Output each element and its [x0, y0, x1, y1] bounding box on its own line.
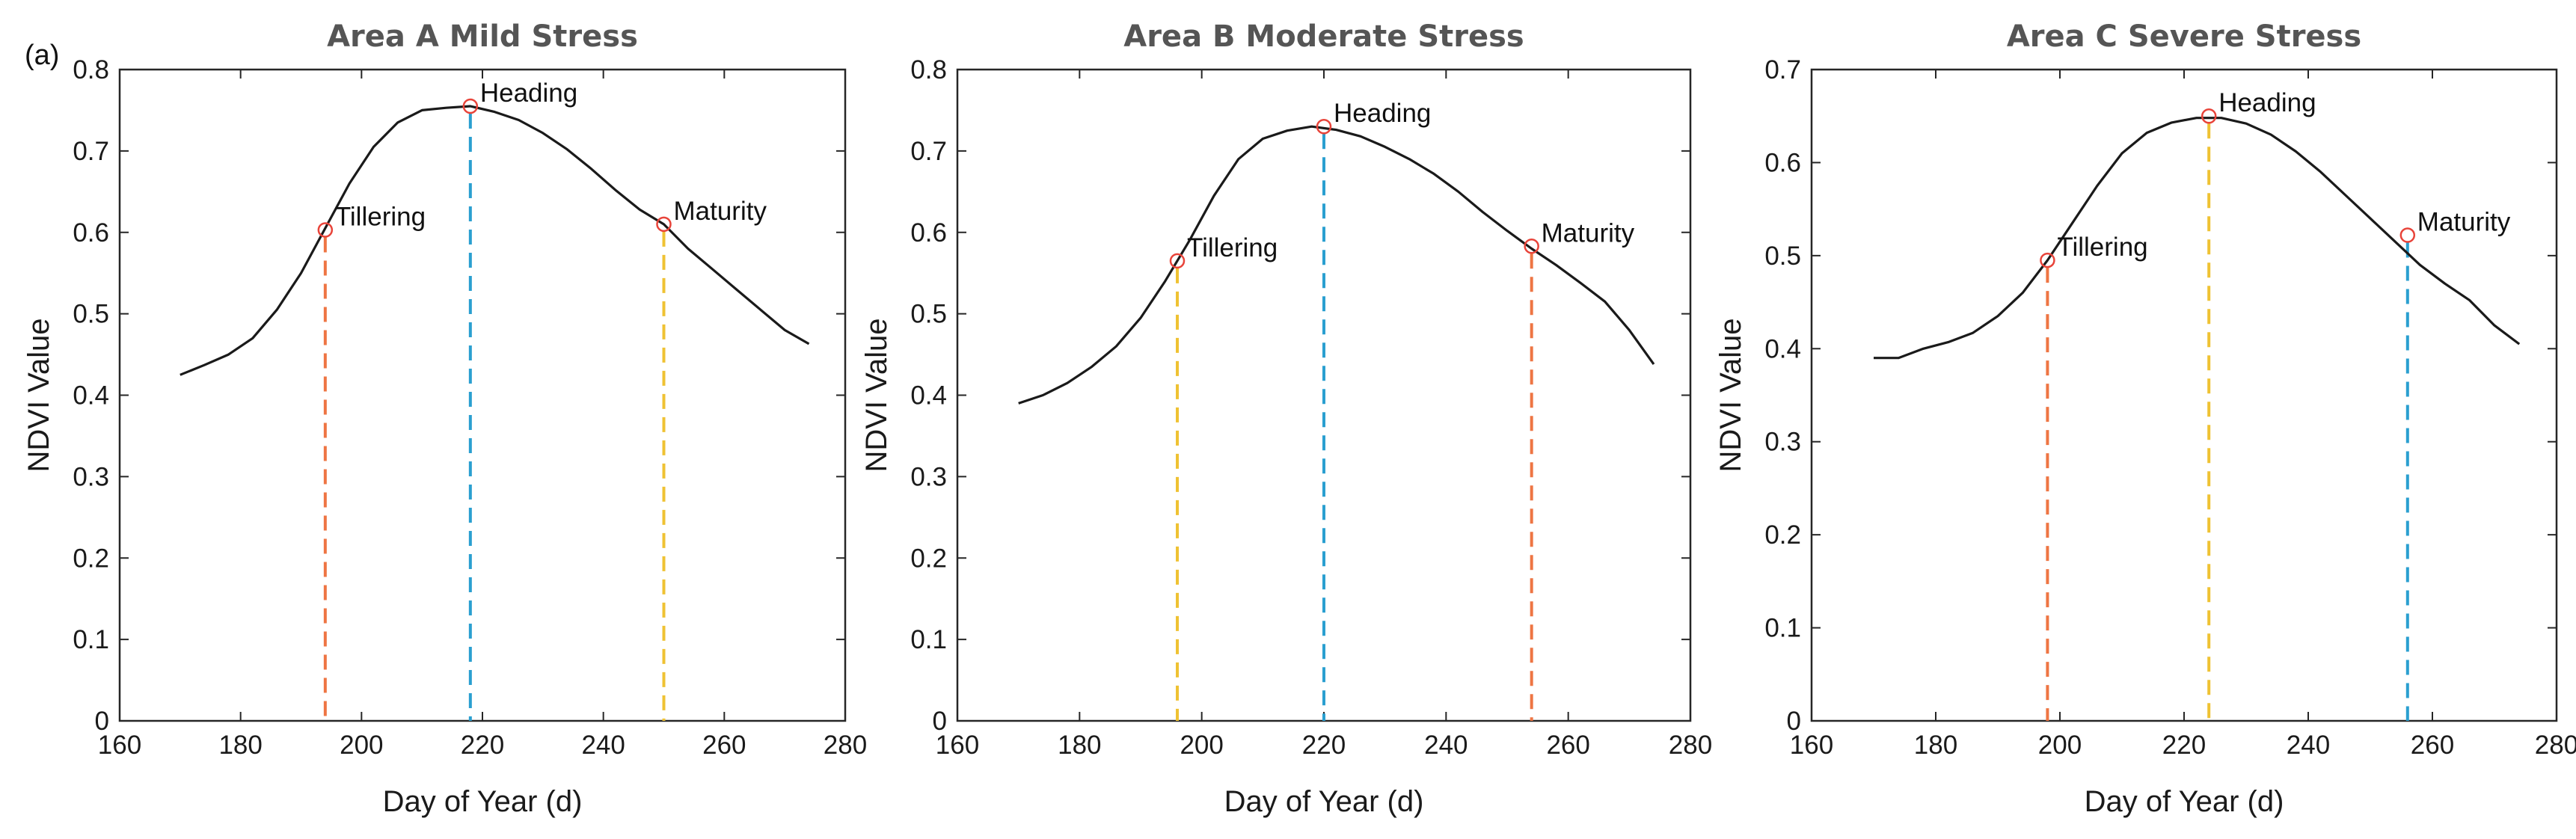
panel-label: (a) [25, 40, 59, 71]
x-tick-label: 160 [1790, 731, 1833, 760]
y-tick-label: 0.3 [73, 462, 109, 491]
x-tick-label: 160 [98, 731, 141, 760]
x-tick-label: 160 [936, 731, 979, 760]
x-tick-label: 180 [1914, 731, 1957, 760]
stage-label-tillering: Tillering [1187, 233, 1278, 262]
y-tick-label: 0.6 [910, 218, 947, 248]
y-tick-label: 0.2 [73, 544, 109, 573]
y-tick-label: 0.2 [910, 544, 947, 573]
stage-marker-heading [1316, 118, 1332, 135]
x-tick-label: 280 [1669, 731, 1712, 760]
y-tick-label: 0.1 [910, 625, 947, 654]
chart-title: Area B Moderate Stress [1123, 19, 1524, 54]
x-tick-label: 200 [1180, 731, 1223, 760]
x-axis-label: Day of Year (d) [2085, 785, 2284, 818]
y-tick-label: 0 [1787, 707, 1801, 736]
plot-frame [118, 68, 847, 722]
stage-marker-maturity [2399, 227, 2416, 243]
y-axis-label: NDVI Value [1714, 318, 1747, 472]
x-axis-label: Day of Year (d) [383, 785, 583, 818]
y-tick-label: 0 [933, 707, 947, 736]
y-tick-label: 0.4 [1764, 334, 1801, 363]
x-tick-label: 240 [581, 731, 625, 760]
y-tick-label: 0.8 [73, 55, 109, 84]
x-tick-label: 200 [2038, 731, 2082, 760]
x-tick-label: 180 [218, 731, 262, 760]
y-tick-label: 0.6 [1764, 148, 1801, 177]
x-tick-label: 260 [2411, 731, 2454, 760]
y-tick-label: 0.2 [1764, 520, 1801, 550]
y-tick-label: 0.4 [73, 381, 109, 411]
stage-label-heading: Heading [480, 79, 577, 108]
x-tick-label: 280 [824, 731, 867, 760]
x-tick-label: 260 [702, 731, 746, 760]
y-axis-label: NDVI Value [22, 318, 55, 472]
y-tick-label: 0.1 [73, 625, 109, 654]
stage-marker-tillering [2040, 252, 2055, 268]
stage-marker-maturity [656, 216, 672, 233]
x-axis-label: Day of Year (d) [1224, 785, 1424, 818]
stage-label-heading: Heading [2218, 88, 2316, 117]
chart-panel-2: Area B Moderate Stress 160 180 200 220 240 260… [860, 19, 1712, 818]
x-tick-label: 220 [2162, 731, 2206, 760]
y-axis-label: NDVI Value [860, 318, 893, 472]
y-tick-label: 0.5 [1764, 242, 1801, 271]
stage-marker-tillering [1169, 253, 1186, 269]
y-tick-label: 0.3 [910, 462, 947, 491]
chart-title: Area C Severe Stress [2007, 19, 2361, 54]
x-tick-label: 240 [2287, 731, 2330, 760]
x-tick-label: 240 [1424, 731, 1468, 760]
y-tick-label: 0.7 [910, 137, 947, 166]
y-tick-label: 0.7 [1764, 55, 1801, 84]
stage-label-heading: Heading [1334, 99, 1431, 128]
y-tick-label: 0 [95, 707, 109, 736]
y-tick-label: 0.3 [1764, 428, 1801, 457]
stage-marker-heading [462, 98, 479, 114]
ndvi-series-line [1874, 117, 2521, 360]
chart-panel-3: Area C Severe Stress 160 180 200 220 240 260 28… [1714, 19, 2576, 818]
stage-marker-tillering [317, 222, 334, 238]
stage-label-maturity: Maturity [674, 197, 767, 226]
chart-panel-1: Area A Mild Stress 160 180 200 220 240 260 280 0… [22, 19, 867, 818]
y-tick-label: 0.7 [73, 137, 109, 166]
ndvi-series-line [1018, 125, 1655, 405]
ndvi-series-line [180, 105, 810, 376]
stage-marker-maturity [1524, 239, 1539, 254]
x-tick-label: 280 [2535, 731, 2576, 760]
y-tick-label: 0.8 [910, 55, 947, 84]
x-tick-label: 260 [1546, 731, 1589, 760]
y-tick-label: 0.4 [910, 381, 947, 411]
y-tick-label: 0.5 [73, 300, 109, 329]
x-tick-label: 220 [1302, 731, 1346, 760]
chart-title: Area A Mild Stress [327, 19, 638, 54]
y-tick-label: 0.6 [73, 218, 109, 248]
stage-label-maturity: Maturity [2417, 207, 2511, 236]
stage-marker-heading [2201, 108, 2217, 124]
y-tick-label: 0.1 [1764, 614, 1801, 643]
x-tick-label: 220 [461, 731, 504, 760]
stage-label-maturity: Maturity [1542, 218, 1635, 248]
stage-label-tillering: Tillering [335, 202, 426, 231]
x-tick-label: 200 [340, 731, 383, 760]
plot-frame [1810, 68, 2558, 722]
stage-label-tillering: Tillering [2057, 233, 2147, 262]
y-tick-label: 0.5 [910, 300, 947, 329]
x-tick-label: 180 [1058, 731, 1101, 760]
